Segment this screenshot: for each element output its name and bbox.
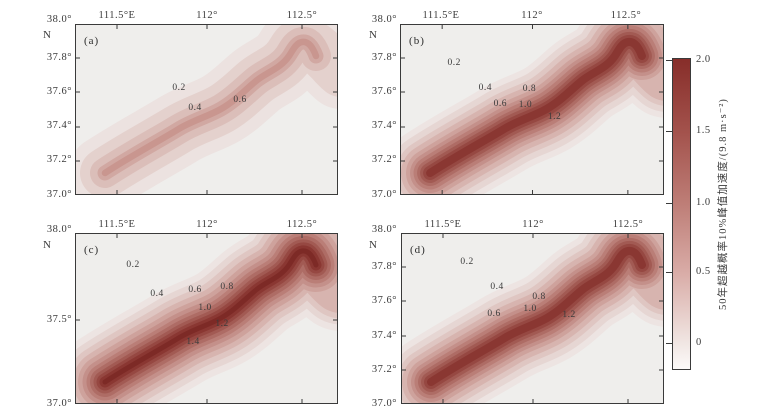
- panel-d-ytick-label: 38.0°: [371, 224, 397, 235]
- colorbar-tick-label: 1.5: [696, 125, 711, 136]
- contour-label: 1.0: [198, 303, 211, 313]
- contour-label: 0.2: [126, 260, 139, 270]
- panel-c-north-label: N: [43, 239, 51, 251]
- panel-b-xtick-label: 112°: [521, 10, 543, 21]
- panel-d-ytick-label: 37.8°: [371, 261, 397, 272]
- contour-label: 0.2: [447, 58, 460, 68]
- panel-d-frame: [401, 233, 664, 404]
- panel-b-ytick-label: 37.2°: [371, 154, 397, 165]
- contour-label: 1.2: [562, 310, 575, 320]
- panel-d-contour-bands: [401, 233, 664, 404]
- contour-label: 0.6: [188, 285, 201, 295]
- panel-a-ytick-label: 37.6°: [46, 86, 72, 97]
- contour-label: 0.8: [523, 84, 536, 94]
- panel-d-map: (d) 0.2 0.4 0.8 0.6 1.0 1.2: [401, 233, 664, 404]
- colorbar-tick: [666, 272, 673, 273]
- panel-a-ytick-label: 37.4°: [46, 120, 72, 131]
- contour-label: 1.0: [519, 100, 532, 110]
- colorbar-title: 50年超越概率10%峰值加速度/(9.8 m·s⁻²): [718, 98, 729, 310]
- panel-d-north-label: N: [369, 239, 377, 251]
- panel-a-ytick-label: 37.2°: [46, 154, 72, 165]
- contour-label: 0.6: [494, 99, 507, 109]
- contour-label: 0.2: [460, 257, 473, 267]
- panel-b-xtick-label: 112.5°: [610, 10, 642, 21]
- panel-a-letter: (a): [84, 35, 99, 47]
- colorbar-tick-label: 0: [696, 337, 702, 348]
- contour-label: 1.0: [523, 304, 536, 314]
- colorbar-tick-label: 1.0: [696, 197, 711, 208]
- contour-label: 0.2: [172, 83, 185, 93]
- panel-a-ytick-label: 38.0°: [46, 14, 72, 25]
- contour-label: 0.4: [479, 83, 492, 93]
- panel-b-ytick-label: 37.8°: [371, 52, 397, 63]
- contour-label: 0.8: [220, 282, 233, 292]
- panel-c-ytick-label: 37.0°: [46, 398, 72, 409]
- panel-a-xtick-label: 112.5°: [286, 10, 318, 21]
- contour-label: 0.6: [233, 95, 246, 105]
- panel-a-xtick-label: 111.5°E: [98, 10, 136, 21]
- panel-d-ytick-label: 37.0°: [371, 398, 397, 409]
- panel-b-xtick-label: 111.5°E: [422, 10, 460, 21]
- panel-d-xtick-label: 111.5°E: [424, 219, 462, 230]
- panel-c-ytick-label: 37.5°: [46, 314, 72, 325]
- colorbar-tick: [666, 343, 673, 344]
- panel-b-map: (b) 0.2 0.4 0.8 0.6 1.0 1.2: [400, 24, 664, 195]
- panel-c-xtick-label: 112°: [196, 219, 218, 230]
- panel-d-xtick-label: 112.5°: [612, 219, 644, 230]
- contour-label: 1.4: [186, 337, 199, 347]
- panel-b-frame: [400, 24, 664, 195]
- panel-b-contour-bands: [400, 24, 664, 195]
- panel-c-map: (c) 0.2 0.4 0.6 0.8 1.0 1.2 1.4: [75, 233, 338, 404]
- panel-b-ytick-label: 37.0°: [371, 189, 397, 200]
- panel-c-ytick-label: 38.0°: [46, 224, 72, 235]
- contour-label: 1.2: [215, 319, 228, 329]
- panel-c-letter: (c): [84, 244, 99, 256]
- panel-b-ytick-label: 37.4°: [371, 120, 397, 131]
- panel-a-xtick-label: 112°: [196, 10, 218, 21]
- contour-label: 0.6: [487, 309, 500, 319]
- panel-b-ytick-label: 38.0°: [371, 14, 397, 25]
- panel-a-ytick-label: 37.8°: [46, 52, 72, 63]
- panel-b-ytick-label: 37.6°: [371, 86, 397, 97]
- contour-label: 1.2: [548, 112, 561, 122]
- colorbar-tick: [666, 203, 673, 204]
- panel-b-north-label: N: [369, 29, 377, 41]
- panel-a-map: (a) 0.2 0.4 0.6: [75, 24, 338, 195]
- panel-c-frame: [75, 233, 338, 404]
- colorbar: [672, 58, 691, 370]
- colorbar-tick: [666, 60, 673, 61]
- panel-a-north-label: N: [43, 29, 51, 41]
- contour-label: 0.4: [188, 103, 201, 113]
- panel-a-frame: [75, 24, 338, 195]
- panel-d-ytick-label: 37.6°: [371, 295, 397, 306]
- panel-d-xtick-label: 112°: [522, 219, 544, 230]
- colorbar-tick-label: 2.0: [696, 54, 711, 65]
- contour-label: 0.4: [490, 282, 503, 292]
- panel-b-letter: (b): [409, 35, 425, 47]
- panel-c-contour-bands: [75, 233, 338, 404]
- colorbar-tick: [666, 131, 673, 132]
- panel-a-contour-bands: [75, 24, 338, 195]
- panel-c-xtick-label: 111.5°E: [98, 219, 136, 230]
- panel-a-ytick-label: 37.0°: [46, 189, 72, 200]
- panel-c-xtick-label: 112.5°: [286, 219, 318, 230]
- panel-d-letter: (d): [410, 244, 426, 256]
- contour-label: 0.8: [532, 292, 545, 302]
- panel-d-ytick-label: 37.2°: [371, 364, 397, 375]
- contour-label: 0.4: [150, 289, 163, 299]
- colorbar-tick-label: 0.5: [696, 266, 711, 277]
- panel-d-ytick-label: 37.4°: [371, 330, 397, 341]
